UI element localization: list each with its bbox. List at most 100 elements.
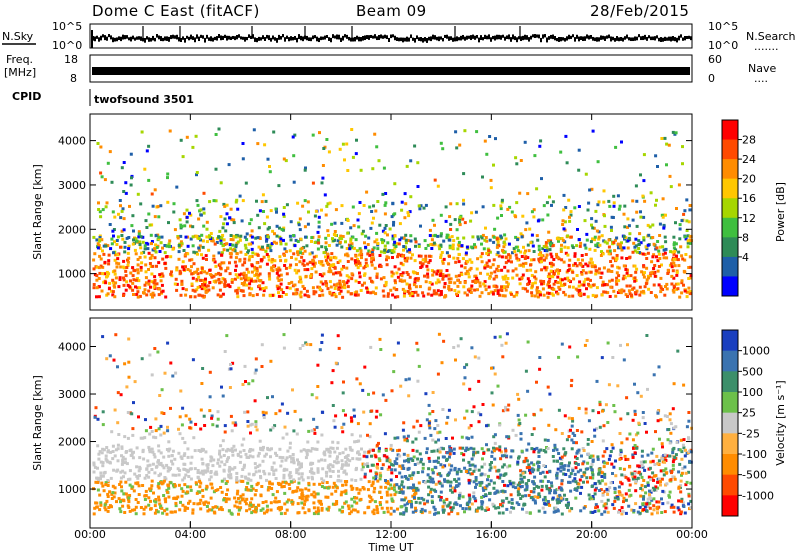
data-cell: [481, 466, 484, 469]
nsky-sample: [324, 36, 326, 40]
data-cell: [94, 466, 97, 469]
data-cell: [234, 424, 237, 427]
data-cell: [127, 361, 130, 364]
data-cell: [579, 492, 582, 495]
data-cell: [285, 250, 288, 253]
data-cell: [129, 279, 132, 282]
data-cell: [528, 228, 531, 231]
data-cell: [183, 268, 186, 271]
nsky-sample: [450, 36, 452, 40]
data-cell: [312, 472, 315, 475]
data-cell: [567, 199, 570, 202]
nsky-sample: [546, 37, 548, 42]
data-cell: [142, 241, 145, 244]
data-cell: [651, 255, 654, 258]
data-cell: [101, 272, 104, 275]
data-cell: [655, 246, 658, 249]
data-cell: [618, 458, 621, 461]
data-cell: [294, 284, 297, 287]
data-cell: [181, 265, 184, 268]
data-cell: [259, 209, 262, 212]
nsky-sample: [664, 37, 666, 41]
nsky-sample: [398, 38, 400, 42]
data-cell: [401, 476, 404, 479]
colorbar-segment: [722, 257, 738, 277]
data-cell: [575, 244, 578, 247]
data-cell: [288, 483, 291, 486]
data-cell: [584, 344, 587, 347]
data-cell: [224, 350, 227, 353]
data-cell: [387, 292, 390, 295]
data-cell: [498, 449, 501, 452]
data-cell: [570, 472, 573, 475]
data-cell: [229, 252, 232, 255]
data-cell: [510, 293, 513, 296]
data-cell: [568, 264, 571, 267]
data-cell: [525, 221, 528, 224]
data-cell: [453, 452, 456, 455]
data-cell: [298, 260, 301, 263]
data-cell: [458, 494, 461, 497]
data-cell: [428, 412, 431, 415]
data-cell: [658, 257, 661, 260]
data-cell: [350, 257, 353, 260]
data-cell: [262, 460, 265, 463]
data-cell: [624, 268, 627, 271]
data-cell: [155, 265, 158, 268]
data-cell: [98, 494, 101, 497]
data-cell: [539, 280, 542, 283]
data-cell: [318, 294, 321, 297]
data-cell: [290, 220, 293, 223]
data-cell: [307, 211, 310, 214]
data-cell: [536, 496, 539, 499]
data-cell: [192, 358, 195, 361]
nsky-sample: [104, 35, 106, 40]
data-cell: [468, 275, 471, 278]
data-cell: [540, 257, 543, 260]
data-cell: [538, 248, 541, 251]
data-cell: [665, 143, 668, 146]
nsky-sample: [212, 38, 214, 42]
data-cell: [251, 248, 254, 251]
data-cell: [196, 171, 199, 174]
data-cell: [593, 435, 596, 438]
data-cell: [295, 258, 298, 261]
data-cell: [156, 282, 159, 285]
data-cell: [566, 277, 569, 280]
data-cell: [554, 507, 557, 510]
data-cell: [359, 382, 362, 385]
data-cell: [223, 285, 226, 288]
data-cell: [563, 283, 566, 286]
data-cell: [447, 480, 450, 483]
data-cell: [623, 235, 626, 238]
nsky-sample: [196, 34, 198, 38]
data-cell: [578, 238, 581, 241]
nsky-sample: [666, 37, 668, 40]
data-cell: [549, 248, 552, 251]
data-cell: [394, 279, 397, 282]
data-cell: [108, 287, 111, 290]
data-cell: [145, 226, 148, 229]
data-cell: [445, 274, 448, 277]
data-cell: [340, 426, 343, 429]
data-cell: [579, 509, 582, 512]
data-cell: [239, 235, 242, 238]
data-cell: [594, 236, 597, 239]
nsky-sample: [672, 36, 674, 41]
data-cell: [386, 507, 389, 510]
data-cell: [124, 181, 127, 184]
data-cell: [562, 208, 565, 211]
data-cell: [140, 252, 143, 255]
data-cell: [203, 192, 206, 195]
data-cell: [378, 159, 381, 162]
data-cell: [277, 287, 280, 290]
data-cell: [467, 437, 470, 440]
data-cell: [235, 236, 238, 239]
data-cell: [576, 457, 579, 460]
data-cell: [166, 173, 169, 176]
data-cell: [440, 214, 443, 217]
data-cell: [96, 286, 99, 289]
data-cell: [596, 380, 599, 383]
data-cell: [591, 473, 594, 476]
data-cell: [312, 182, 315, 185]
